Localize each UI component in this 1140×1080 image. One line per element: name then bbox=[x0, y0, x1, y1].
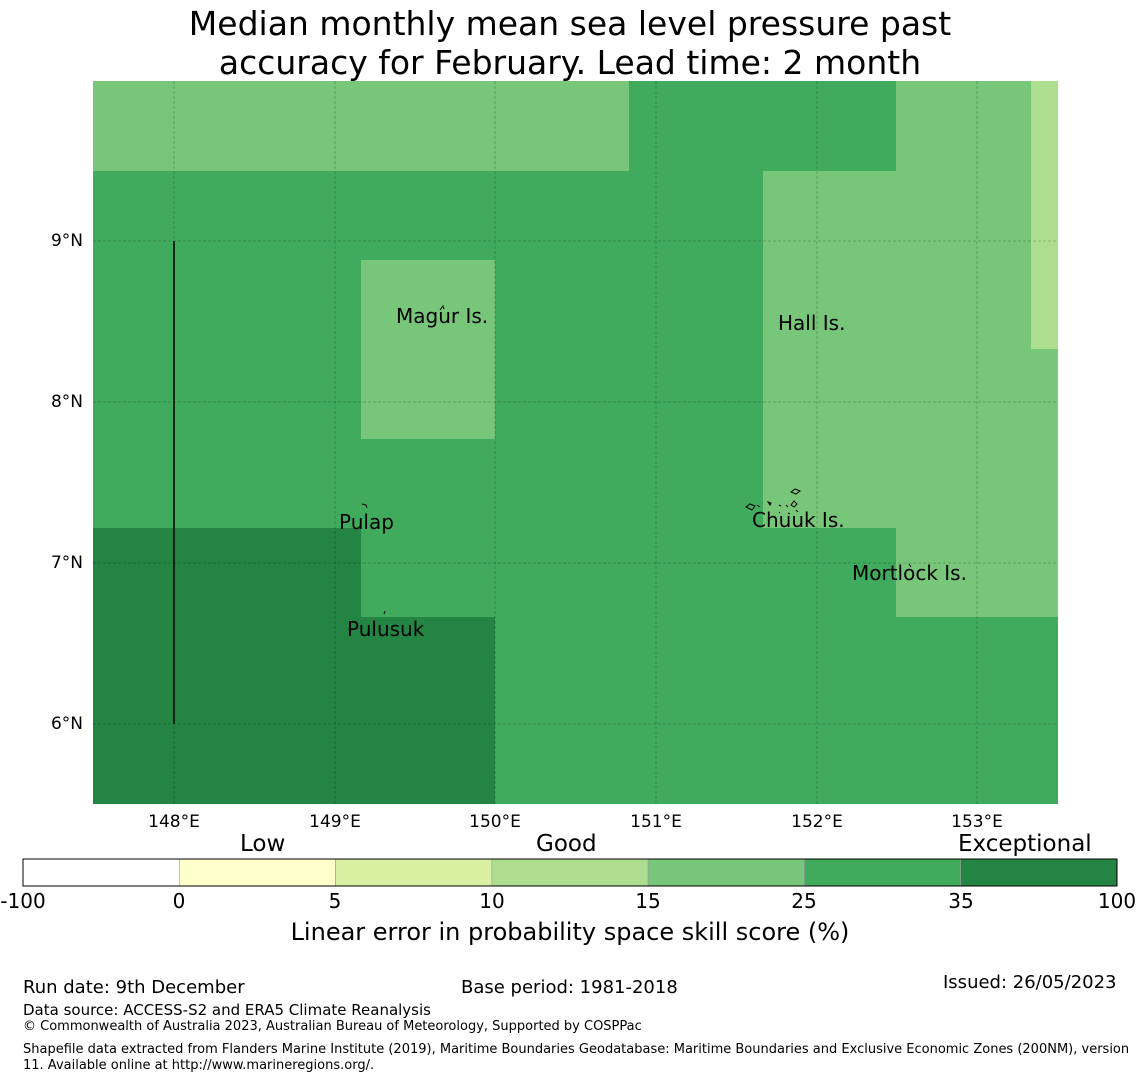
lon-label-148e: 148°E bbox=[148, 812, 200, 832]
island-outlines bbox=[361, 304, 912, 615]
colorbar-segment bbox=[178, 858, 336, 887]
grid-cell bbox=[361, 617, 495, 804]
grid-cell bbox=[361, 260, 495, 439]
lon-label-153e: 153°E bbox=[951, 812, 1003, 832]
place-labels: Magur Is. Hall Is. Pulap Chuuk Is. Mortl… bbox=[339, 304, 967, 641]
run-date: Run date: 9th December bbox=[23, 977, 245, 998]
lon-label-151e: 151°E bbox=[630, 812, 682, 832]
colorbar-segment bbox=[647, 858, 805, 887]
place-label-chuuk: Chuuk Is. bbox=[752, 508, 845, 532]
grid-cell bbox=[763, 171, 1058, 528]
pulap-island-shape bbox=[361, 503, 368, 509]
colorbar-tick: 25 bbox=[791, 889, 817, 913]
colorbar-category-low: Low bbox=[240, 831, 286, 857]
colorbar-tick: -100 bbox=[0, 889, 46, 913]
lat-label-8n: 8°N bbox=[50, 392, 83, 412]
colorbar-tick: 0 bbox=[172, 889, 186, 913]
chuuk-lagoon-islands bbox=[745, 488, 802, 515]
colorbar-frame bbox=[22, 858, 1118, 887]
grid-cell bbox=[896, 528, 1058, 617]
grid-cell bbox=[93, 528, 361, 804]
issued-date: Issued: 26/05/2023 bbox=[943, 972, 1117, 993]
copyright: © Commonwealth of Australia 2023, Austra… bbox=[23, 1019, 642, 1034]
colorbar-segment bbox=[804, 858, 962, 887]
colorbar-category-exceptional: Exceptional bbox=[958, 831, 1092, 857]
title-line-1: Median monthly mean sea level pressure p… bbox=[188, 4, 952, 43]
colorbar-segment bbox=[491, 858, 649, 887]
colorbar-segment bbox=[335, 858, 493, 887]
lon-label-152e: 152°E bbox=[791, 812, 843, 832]
place-label-mortlock: Mortlock Is. bbox=[852, 561, 967, 585]
lat-label-9n: 9°N bbox=[50, 231, 83, 251]
lat-label-7n: 7°N bbox=[50, 553, 83, 573]
place-label-pulusuk: Pulusuk bbox=[347, 617, 425, 641]
mortlock-island-shape bbox=[908, 563, 912, 568]
place-label-pulap: Pulap bbox=[339, 510, 394, 534]
colorbar-segment bbox=[960, 858, 1118, 887]
colorbar-tick: 15 bbox=[635, 889, 661, 913]
colorbar-tick: 10 bbox=[479, 889, 505, 913]
colorbar-tick: 35 bbox=[948, 889, 974, 913]
colorbar-label: Linear error in probability space skill … bbox=[290, 918, 850, 946]
grid-cell bbox=[1031, 81, 1058, 349]
pulusuk-island-shape bbox=[383, 610, 386, 615]
map-title: Median monthly mean sea level pressure p… bbox=[0, 4, 1140, 82]
skill-grid bbox=[93, 81, 1058, 804]
grid-cell bbox=[93, 81, 629, 171]
lat-label-6n: 6°N bbox=[50, 714, 83, 734]
colorbar-segment bbox=[22, 858, 180, 887]
magur-island-shape bbox=[439, 304, 445, 311]
colorbar-category-good: Good bbox=[536, 831, 597, 857]
title-line-2: accuracy for February. Lead time: 2 mont… bbox=[218, 43, 922, 82]
lon-label-149e: 149°E bbox=[309, 812, 361, 832]
lon-label-150e: 150°E bbox=[469, 812, 521, 832]
place-label-magur: Magur Is. bbox=[396, 304, 488, 328]
data-source: Data source: ACCESS-S2 and ERA5 Climate … bbox=[23, 1001, 431, 1019]
colorbar-segments bbox=[22, 858, 1118, 887]
base-period: Base period: 1981-2018 bbox=[461, 977, 678, 998]
shapefile-credit: Shapefile data extracted from Flanders M… bbox=[23, 1042, 1130, 1073]
colorbar-tick: 5 bbox=[328, 889, 342, 913]
colorbar-tick: 100 bbox=[1097, 889, 1137, 913]
place-label-hall: Hall Is. bbox=[778, 311, 845, 335]
